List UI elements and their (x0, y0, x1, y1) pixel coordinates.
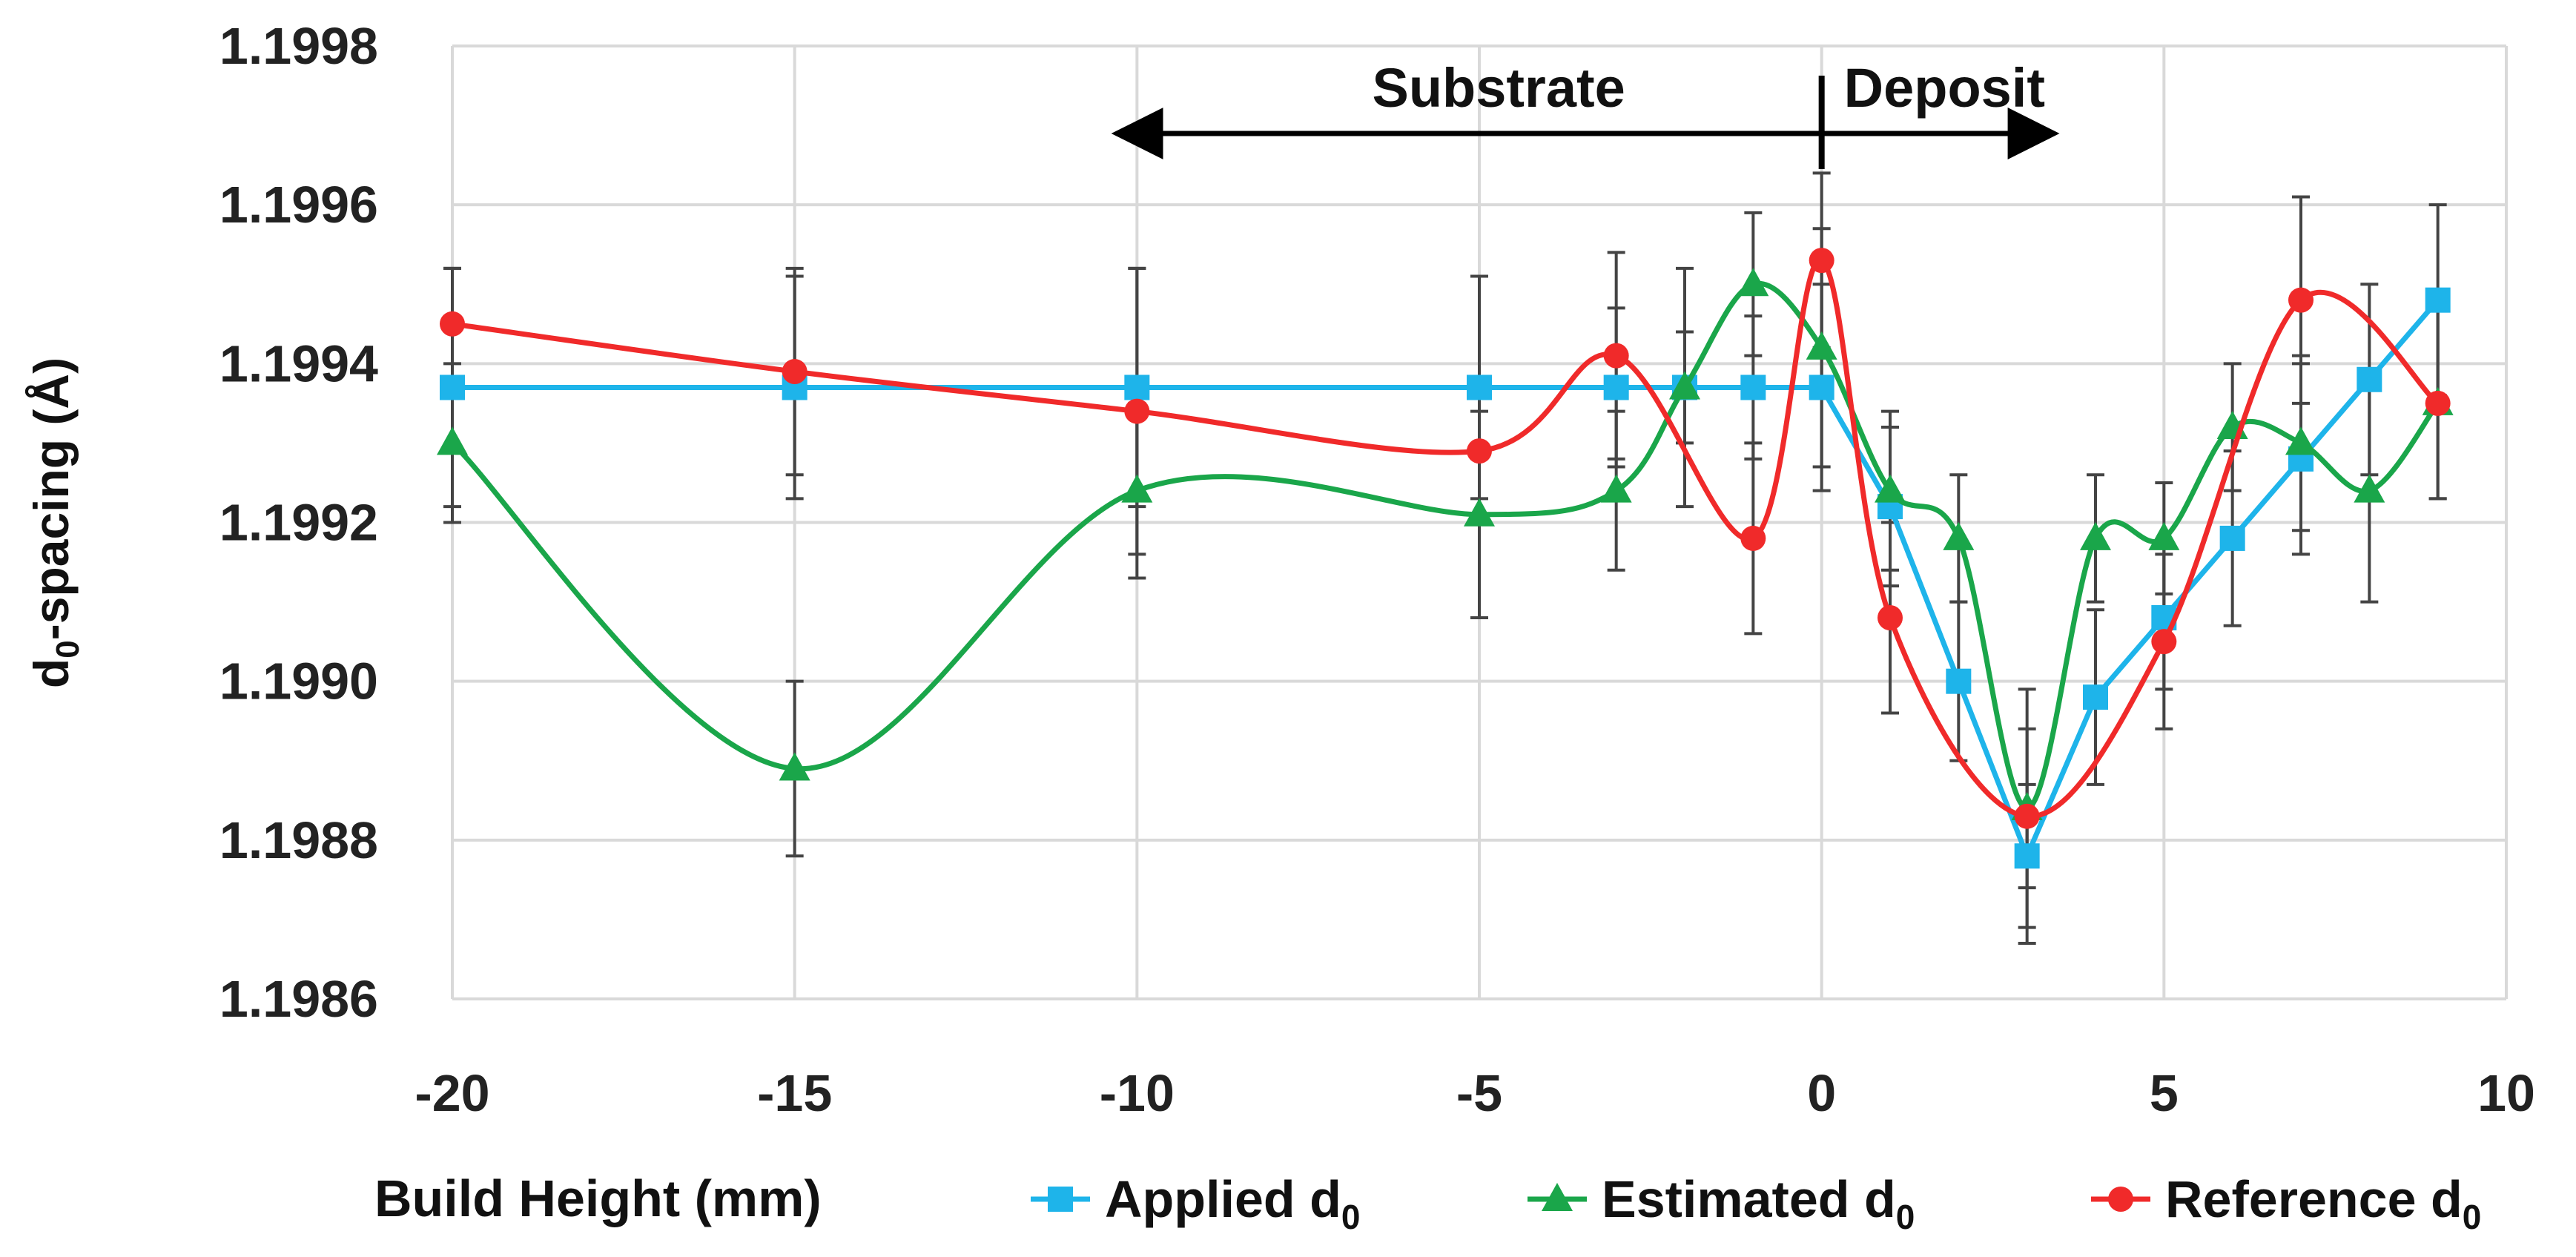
y-tick-label: 1.1998 (219, 17, 378, 75)
substrate-label: Substrate (1372, 57, 1625, 119)
estimated-d-point (1806, 331, 1837, 360)
x-tick-label: 0 (1807, 1064, 1836, 1122)
reference-d-point (782, 359, 808, 385)
reference-d-point (1603, 343, 1629, 369)
reference-d-point (440, 311, 465, 337)
x-tick-labels: -20 -15 -10 -5 0 5 10 (415, 1064, 2535, 1122)
y-tick-label: 1.1988 (219, 811, 378, 869)
y-tick-label: 1.1986 (219, 970, 378, 1028)
reference-d-point (1877, 605, 1903, 630)
reference-d-point (2425, 390, 2451, 416)
legend: Applied d0 Estimated d0 Reference d0 (1031, 1170, 2481, 1236)
x-tick-label: -15 (757, 1064, 832, 1122)
x-tick-label: 10 (2477, 1064, 2535, 1122)
x-tick-label: 5 (2150, 1064, 2179, 1122)
region-annotations: Substrate Deposit (1111, 57, 2060, 169)
x-axis-title: Build Height (mm) (374, 1169, 822, 1227)
reference-d-point (2288, 287, 2314, 313)
reference-d-point (2151, 629, 2177, 655)
applied-d-point (1124, 375, 1150, 400)
estimated-d-point (1464, 498, 1495, 527)
reference-d-line (452, 257, 2440, 819)
series-layer (437, 171, 2454, 946)
applied-d-point (1467, 375, 1492, 400)
y-axis-title: d0-spacing (Å) (24, 357, 86, 688)
x-tick-label: -5 (1456, 1064, 1502, 1122)
estimated-d-point (1737, 268, 1769, 297)
reference-d-series (440, 248, 2451, 829)
legend-swatch-marker (1048, 1187, 1073, 1212)
estimated-d-point (1121, 474, 1153, 503)
legend-item-reference-d: Reference d0 (2091, 1170, 2481, 1236)
y-tick-labels: 1.1986 1.1988 1.1990 1.1992 1.1994 1.1996 1.19… (219, 17, 378, 1028)
x-tick-label: -10 (1100, 1064, 1175, 1122)
estimated-d-point (1669, 371, 1700, 400)
y-axis-title-main: d (24, 659, 79, 688)
legend-swatch-marker (1542, 1183, 1573, 1211)
estimated-d-line (450, 280, 2440, 811)
y-tick-label: 1.1994 (219, 334, 378, 392)
estimated-d-point (1943, 521, 1975, 550)
estimated-d-point (1875, 474, 1906, 503)
reference-d-point (2014, 803, 2040, 829)
y-axis-title-suffix: -spacing (Å) (24, 357, 79, 640)
legend-item-applied-d: Applied d0 (1031, 1170, 1360, 1236)
y-tick-label: 1.1996 (219, 176, 378, 234)
estimated-d-point (437, 426, 468, 455)
x-tick-label: -20 (415, 1064, 489, 1122)
y-tick-label: 1.1992 (219, 494, 378, 552)
applied-d-point (440, 375, 465, 400)
reference-d-point (1740, 525, 1766, 551)
estimated-d-point (2080, 521, 2111, 550)
reference-d-point (1124, 398, 1150, 424)
applied-d-point (1740, 375, 1766, 400)
deposit-label: Deposit (1844, 57, 2045, 119)
legend-label: Estimated d0 (1602, 1170, 1915, 1236)
estimated-d-point (779, 752, 810, 781)
applied-d-point (2083, 684, 2108, 710)
applied-d-point (1946, 668, 1972, 694)
estimated-d-point (1600, 474, 1632, 503)
estimated-d-point (2148, 521, 2180, 550)
y-axis-title-sub: 0 (50, 640, 86, 658)
y-tick-label: 1.1990 (219, 653, 378, 710)
legend-item-estimated-d: Estimated d0 (1528, 1170, 1915, 1236)
reference-d-point (1467, 438, 1492, 464)
applied-d-point (2357, 366, 2382, 392)
applied-d-point (1809, 375, 1834, 400)
legend-label: Applied d0 (1105, 1170, 1360, 1236)
legend-label: Reference d0 (2165, 1170, 2481, 1236)
applied-d-point (2219, 525, 2245, 551)
estimated-d-point (2285, 426, 2316, 455)
legend-swatch-marker (2108, 1187, 2133, 1212)
applied-d-point (2425, 287, 2451, 313)
applied-d-point (1603, 375, 1629, 400)
estimated-d-point (2354, 474, 2385, 503)
reference-d-point (1809, 248, 1834, 274)
applied-d-point (2014, 843, 2040, 869)
